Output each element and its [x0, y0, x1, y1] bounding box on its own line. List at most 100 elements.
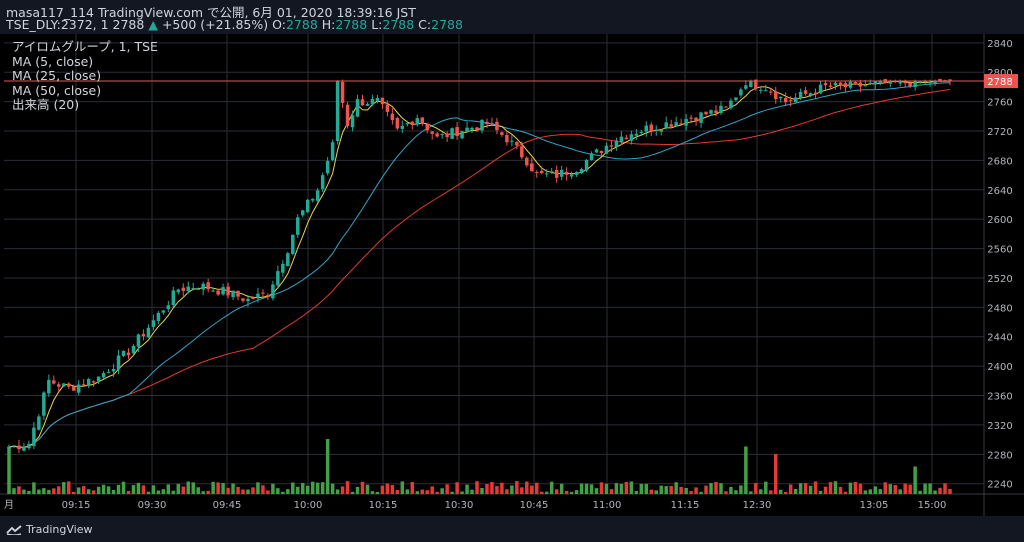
candle-body [510, 140, 514, 142]
candle-body [480, 119, 484, 131]
candle-body [246, 298, 250, 302]
volume-bar [375, 491, 380, 494]
volume-bar [525, 481, 529, 494]
candle-body [734, 97, 738, 101]
volume-bar [574, 490, 579, 494]
volume-bar [823, 486, 828, 494]
candle-body [320, 175, 325, 190]
volume-bar [191, 482, 195, 494]
x-axis-tick-label: 10:30 [445, 500, 474, 511]
candle-body [335, 81, 340, 141]
candle-body [191, 287, 195, 289]
volume-bar [759, 489, 763, 494]
legend-ma50[interactable]: MA (50, close) [12, 82, 102, 98]
volume-bar [739, 485, 743, 494]
candle-body [898, 81, 902, 84]
legend-ma5[interactable]: MA (5, close) [12, 53, 94, 69]
volume-bar [430, 486, 434, 494]
y-axis-tick-label: 2400 [987, 362, 1012, 373]
volume-bar [644, 483, 649, 494]
volume-bar [634, 490, 639, 494]
volume-bar [450, 491, 454, 494]
candle-body [370, 98, 375, 105]
candle-body [739, 89, 743, 96]
volume-bar [126, 491, 131, 494]
volume-bar [888, 484, 892, 494]
volume-bar [908, 484, 912, 494]
volume-bar [714, 482, 718, 494]
candle-body [385, 104, 390, 112]
x-axis-tick-label: 10:45 [520, 500, 549, 511]
candle-body [360, 99, 365, 106]
candle-body [52, 380, 56, 384]
volume-bar [754, 482, 758, 494]
candle-body [196, 288, 200, 290]
candle-body [664, 122, 668, 128]
y-axis-tick-label: 2760 [987, 98, 1012, 109]
candle-body [535, 172, 539, 174]
candle-body [67, 383, 71, 387]
price-chart[interactable]: 2240 2280 2320 2360 2400 2440 2480 2520 2560 2600… [0, 34, 1024, 516]
volume-bar [803, 483, 808, 494]
candle-body [833, 82, 838, 86]
x-axis-tick-label: 13:05 [860, 500, 889, 511]
candle-body [624, 137, 629, 140]
legend-ma25[interactable]: MA (25, close) [12, 68, 102, 83]
volume-bar [390, 485, 395, 494]
candle-body [57, 384, 61, 387]
volume-bar [584, 483, 589, 494]
volume-bar [475, 481, 479, 494]
candle-body [654, 129, 658, 131]
volume-bar [310, 481, 315, 494]
volume-bar [729, 486, 733, 494]
candle-body [813, 92, 818, 95]
tradingview-brand[interactable]: TradingView [6, 523, 92, 536]
candle-body [589, 153, 594, 161]
candle-body [574, 172, 579, 175]
candle-body [769, 91, 773, 93]
candle-body [251, 297, 255, 300]
candle-body [913, 81, 917, 88]
candle-body [669, 124, 673, 127]
volume-bar [181, 486, 186, 494]
candle-body [126, 352, 131, 356]
volume-bar [395, 489, 400, 494]
y-axis-tick-label: 2640 [987, 186, 1012, 197]
y-axis-tick-label: 2240 [987, 480, 1012, 491]
volume-bar [679, 486, 683, 494]
volume-bar [101, 484, 106, 494]
candle-body [729, 100, 733, 109]
volume-bar [599, 482, 604, 494]
candle-body [186, 286, 190, 292]
candle-body [32, 427, 36, 446]
volume-bar [22, 489, 26, 494]
legend-volume[interactable]: 出来高 (20) [12, 97, 80, 112]
candle-body [325, 161, 330, 174]
ma25-line [8, 82, 951, 448]
candle-body [435, 133, 439, 137]
chart-footer: TradingView [0, 516, 1024, 542]
volume-bar [943, 483, 947, 494]
volume-bar [345, 481, 350, 494]
volume-bar [639, 483, 644, 494]
volume-bar [843, 491, 848, 494]
candle-body [858, 82, 863, 87]
legend-symbol-title[interactable]: アイロムグループ, 1, TSE [12, 39, 158, 54]
volume-bar [266, 490, 270, 494]
publish-info: masa117_114 TradingView.com で公開, 6月 01, … [6, 5, 416, 20]
volume-bar [111, 489, 116, 494]
volume-bar [76, 487, 81, 494]
candle-body [798, 91, 803, 99]
volume-bar [863, 490, 868, 494]
candle-body [818, 84, 823, 94]
volume-bar [609, 489, 614, 494]
chart-header: masa117_114 TradingView.com で公開, 6月 01, … [0, 0, 1024, 34]
y-axis-tick-label: 2840 [987, 39, 1012, 50]
price-change: +500 (+21.85%) [161, 17, 269, 32]
candle-body [86, 379, 91, 386]
candle-body [151, 320, 156, 327]
candle-body [549, 171, 554, 173]
volume-bar [883, 482, 888, 494]
volume-bar [211, 481, 215, 494]
candle-body [101, 373, 106, 378]
